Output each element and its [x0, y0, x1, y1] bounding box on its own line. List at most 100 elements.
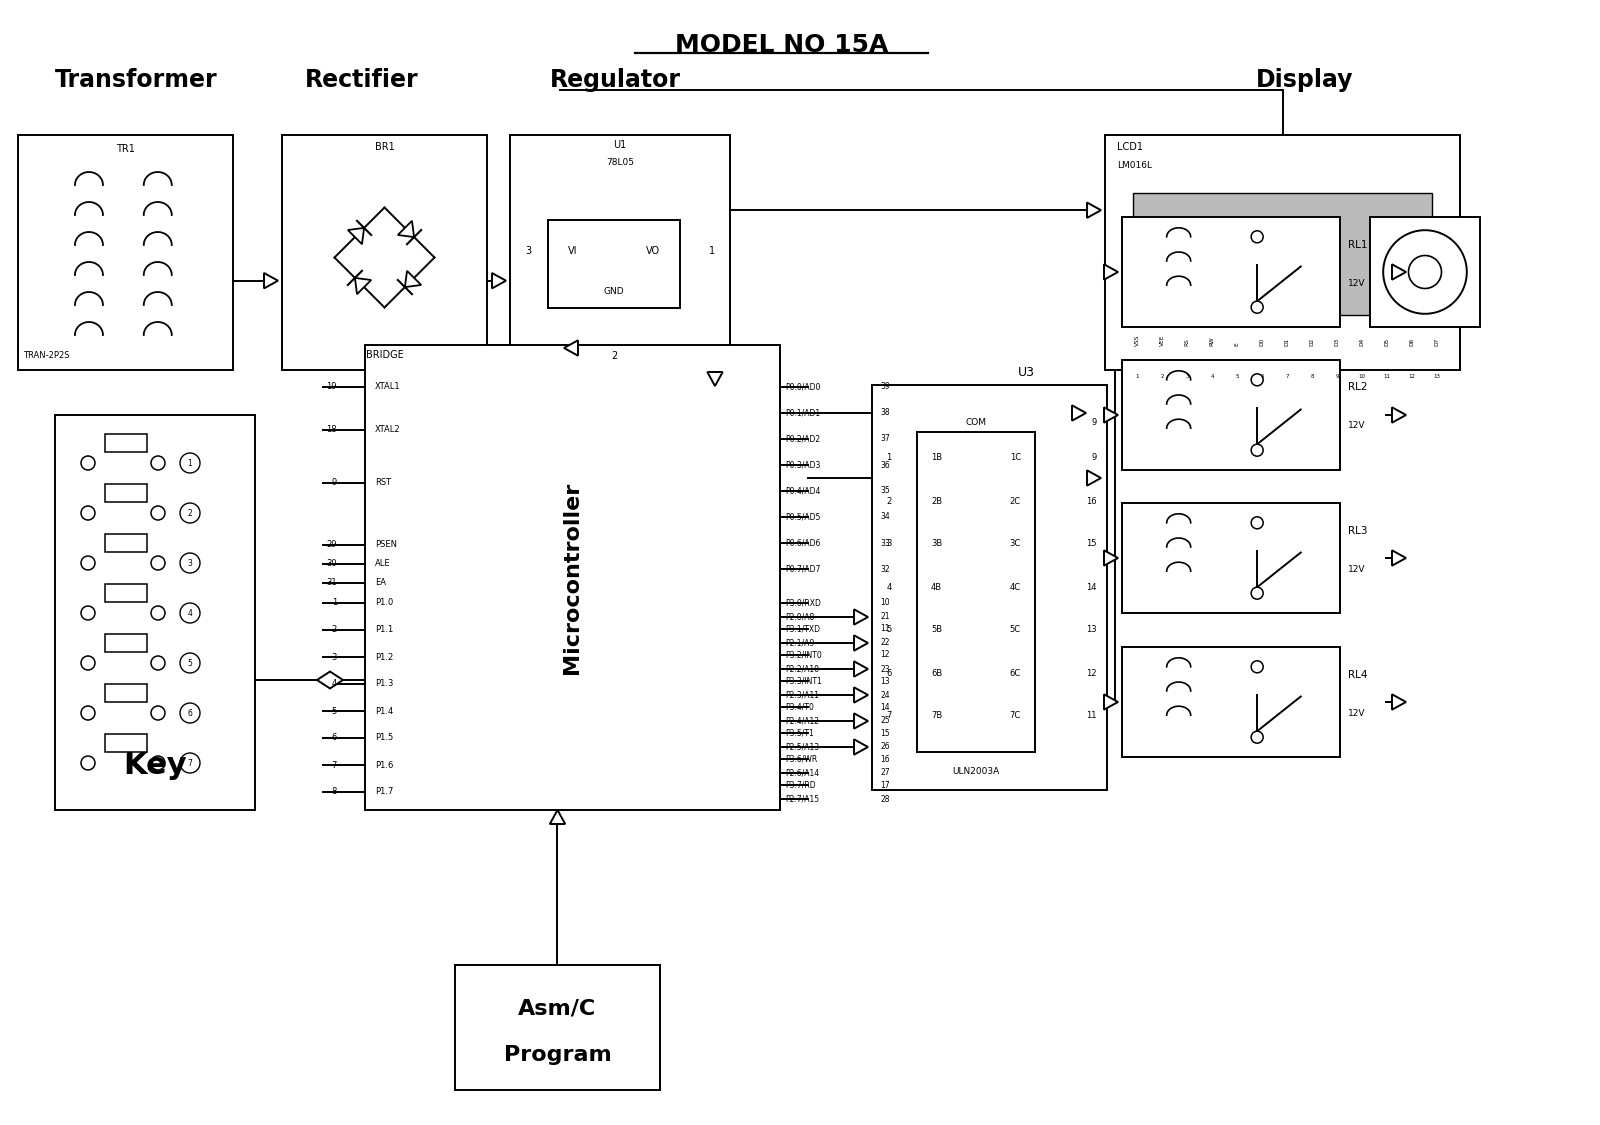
Text: 2: 2: [886, 496, 891, 505]
Polygon shape: [854, 687, 869, 703]
Polygon shape: [264, 273, 278, 288]
Text: D2: D2: [1309, 338, 1315, 346]
Text: GND: GND: [603, 288, 624, 297]
Text: 6: 6: [331, 734, 338, 742]
Text: 2: 2: [331, 626, 338, 634]
Text: 3: 3: [187, 558, 192, 567]
Text: P3.0/RXD: P3.0/RXD: [786, 598, 821, 608]
Text: P1.5: P1.5: [374, 734, 394, 742]
Polygon shape: [854, 739, 869, 755]
Text: RW: RW: [1210, 336, 1214, 346]
Text: D5: D5: [1384, 338, 1389, 346]
Text: TRAN-2P2S: TRAN-2P2S: [22, 351, 69, 360]
Circle shape: [179, 703, 200, 723]
Text: BR1: BR1: [374, 142, 394, 152]
Text: 19: 19: [326, 382, 338, 391]
Text: 4C: 4C: [1010, 583, 1021, 592]
Text: P1.6: P1.6: [374, 760, 394, 770]
Circle shape: [1382, 231, 1467, 314]
Text: 9: 9: [1091, 453, 1098, 462]
Text: COM: COM: [965, 417, 987, 426]
Bar: [454, 965, 661, 1090]
Text: 2: 2: [611, 351, 618, 361]
Circle shape: [150, 506, 165, 520]
Circle shape: [82, 506, 94, 520]
Text: 13: 13: [1086, 626, 1098, 634]
Circle shape: [1251, 302, 1262, 313]
Text: 7: 7: [886, 711, 891, 720]
Text: XTAL2: XTAL2: [374, 425, 400, 434]
Text: VI: VI: [568, 245, 578, 255]
Text: 13: 13: [1434, 374, 1440, 379]
Text: 5C: 5C: [1010, 626, 1021, 634]
Text: 6B: 6B: [931, 668, 942, 677]
Text: 39: 39: [880, 382, 890, 391]
Text: P0.7/AD7: P0.7/AD7: [786, 565, 821, 574]
Polygon shape: [1392, 407, 1406, 423]
Text: Regulator: Regulator: [550, 68, 682, 92]
Circle shape: [150, 606, 165, 620]
Text: MODEL NO 15A: MODEL NO 15A: [675, 33, 888, 57]
Text: RS: RS: [1184, 339, 1189, 346]
Bar: [510, 135, 730, 370]
Circle shape: [179, 603, 200, 623]
Text: 12V: 12V: [1347, 422, 1365, 431]
Text: 7: 7: [187, 758, 192, 767]
Text: 12: 12: [880, 650, 890, 659]
Text: 1: 1: [1136, 374, 1139, 379]
Text: D0: D0: [1259, 338, 1264, 346]
Polygon shape: [317, 672, 342, 688]
Text: 11: 11: [1086, 711, 1098, 720]
Text: 2B: 2B: [931, 496, 942, 505]
Text: P3.6/WR: P3.6/WR: [786, 755, 818, 764]
Text: P0.4/AD4: P0.4/AD4: [786, 486, 821, 495]
Text: 12V: 12V: [1347, 709, 1365, 718]
Circle shape: [1251, 731, 1262, 744]
Text: RL2: RL2: [1347, 382, 1368, 393]
Text: XTAL1: XTAL1: [374, 382, 400, 391]
Circle shape: [1251, 660, 1262, 673]
Text: ALE: ALE: [374, 559, 390, 568]
Text: VEE: VEE: [1160, 334, 1165, 346]
Text: Program: Program: [504, 1045, 611, 1065]
Text: P1.1: P1.1: [374, 626, 394, 634]
Polygon shape: [355, 278, 371, 294]
Text: P3.4/T0: P3.4/T0: [786, 702, 814, 711]
Polygon shape: [854, 713, 869, 729]
Bar: [365, 345, 781, 810]
Text: 18: 18: [326, 425, 338, 434]
Text: 7B: 7B: [931, 711, 942, 720]
Bar: [106, 684, 147, 702]
Text: LM016L: LM016L: [1117, 161, 1152, 170]
Text: RL3: RL3: [1347, 525, 1368, 536]
Text: LCD1: LCD1: [1117, 142, 1142, 152]
Text: Display: Display: [1256, 68, 1354, 92]
Text: D4: D4: [1360, 338, 1365, 346]
Text: 3: 3: [886, 540, 891, 549]
Bar: [1122, 217, 1341, 327]
Text: 26: 26: [880, 742, 890, 752]
Polygon shape: [707, 372, 723, 386]
Text: P2.1/A9: P2.1/A9: [786, 639, 814, 648]
Text: P2.7/A15: P2.7/A15: [786, 794, 819, 803]
Text: 1B: 1B: [931, 453, 942, 462]
Text: 7: 7: [1285, 374, 1288, 379]
Text: 38: 38: [880, 408, 890, 417]
Text: 1: 1: [886, 453, 891, 462]
Polygon shape: [1104, 264, 1118, 280]
Polygon shape: [1072, 405, 1086, 421]
Polygon shape: [1086, 202, 1101, 218]
Polygon shape: [550, 810, 565, 824]
Text: 15: 15: [880, 729, 890, 738]
Text: P2.4/A12: P2.4/A12: [786, 717, 819, 726]
Bar: [106, 584, 147, 602]
Text: 4: 4: [331, 680, 338, 688]
Text: U1: U1: [613, 140, 627, 150]
Text: P0.3/AD3: P0.3/AD3: [786, 460, 821, 469]
Text: 25: 25: [880, 717, 890, 726]
Circle shape: [179, 554, 200, 573]
Text: 12V: 12V: [1347, 279, 1365, 288]
Text: 14: 14: [1086, 583, 1098, 592]
Text: P3.5/T1: P3.5/T1: [786, 729, 814, 738]
Text: 4: 4: [1210, 374, 1214, 379]
